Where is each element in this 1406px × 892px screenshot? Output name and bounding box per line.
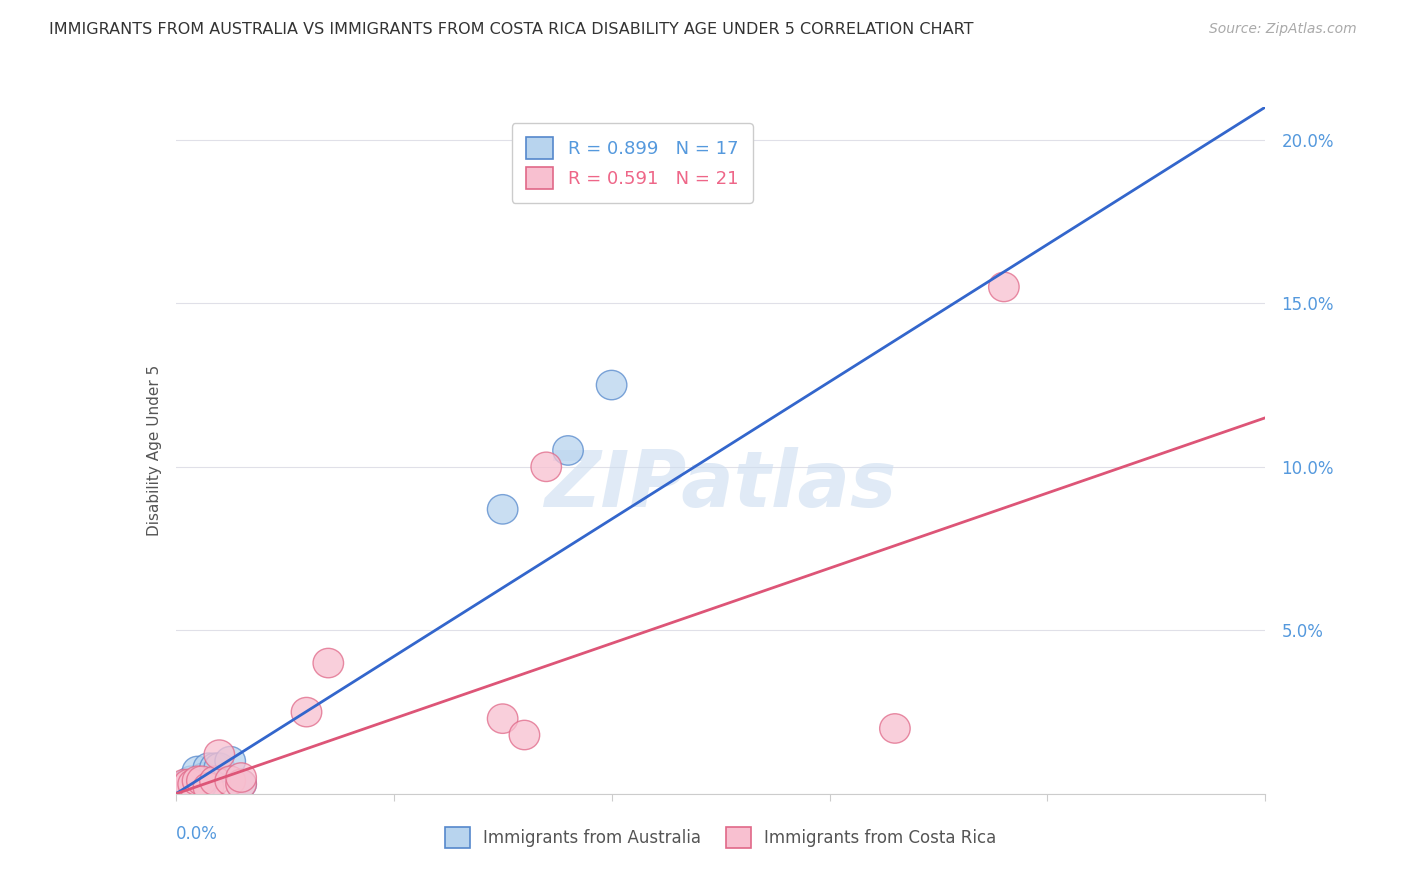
Ellipse shape: [204, 740, 235, 769]
Ellipse shape: [187, 769, 217, 799]
Ellipse shape: [488, 704, 517, 733]
Ellipse shape: [988, 272, 1019, 301]
Ellipse shape: [179, 769, 208, 799]
Ellipse shape: [188, 763, 219, 792]
Text: 0.0%: 0.0%: [176, 825, 218, 843]
Ellipse shape: [169, 769, 200, 799]
Ellipse shape: [215, 766, 246, 796]
Ellipse shape: [226, 769, 256, 799]
Ellipse shape: [596, 370, 627, 400]
Ellipse shape: [169, 772, 200, 802]
Ellipse shape: [172, 769, 202, 799]
Ellipse shape: [167, 776, 197, 805]
Text: ZIPatlas: ZIPatlas: [544, 447, 897, 523]
Ellipse shape: [314, 648, 343, 678]
Ellipse shape: [163, 776, 193, 805]
Ellipse shape: [880, 714, 910, 743]
Ellipse shape: [226, 763, 256, 792]
Ellipse shape: [176, 766, 207, 796]
Legend: Immigrants from Australia, Immigrants from Costa Rica: Immigrants from Australia, Immigrants fr…: [437, 821, 1004, 855]
Ellipse shape: [509, 721, 540, 749]
Ellipse shape: [193, 772, 224, 802]
Ellipse shape: [488, 494, 517, 524]
Ellipse shape: [193, 753, 224, 782]
Ellipse shape: [204, 753, 235, 782]
Ellipse shape: [553, 435, 583, 466]
Ellipse shape: [183, 766, 212, 796]
Ellipse shape: [531, 452, 561, 482]
Ellipse shape: [200, 766, 231, 796]
Y-axis label: Disability Age Under 5: Disability Age Under 5: [146, 365, 162, 536]
Ellipse shape: [165, 776, 195, 805]
Ellipse shape: [167, 772, 197, 802]
Text: IMMIGRANTS FROM AUSTRALIA VS IMMIGRANTS FROM COSTA RICA DISABILITY AGE UNDER 5 C: IMMIGRANTS FROM AUSTRALIA VS IMMIGRANTS …: [49, 22, 974, 37]
Ellipse shape: [200, 753, 231, 782]
Ellipse shape: [183, 756, 212, 786]
Ellipse shape: [215, 747, 246, 776]
Ellipse shape: [179, 769, 208, 799]
Ellipse shape: [165, 776, 195, 805]
Ellipse shape: [187, 766, 217, 796]
Ellipse shape: [291, 698, 322, 727]
Ellipse shape: [226, 769, 256, 799]
Text: Source: ZipAtlas.com: Source: ZipAtlas.com: [1209, 22, 1357, 37]
Ellipse shape: [173, 769, 204, 799]
